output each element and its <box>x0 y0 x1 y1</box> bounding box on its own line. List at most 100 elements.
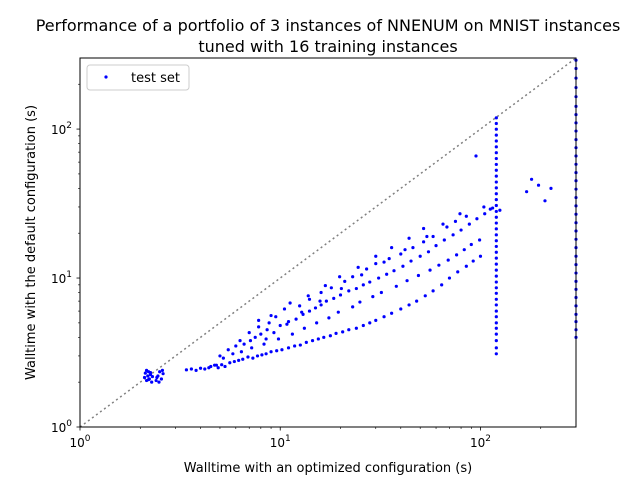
data-point <box>494 151 498 155</box>
legend: test set <box>86 64 190 91</box>
data-point <box>322 335 326 339</box>
data-point <box>483 212 487 216</box>
data-point <box>385 272 389 276</box>
data-point <box>446 258 450 262</box>
data-point <box>390 311 394 315</box>
data-point <box>319 303 323 307</box>
data-point <box>257 325 261 329</box>
data-point <box>259 332 263 336</box>
data-point <box>328 334 332 338</box>
data-point <box>231 352 235 356</box>
data-point <box>356 265 360 269</box>
data-point <box>475 217 479 221</box>
data-point <box>354 326 358 330</box>
data-point <box>361 323 365 328</box>
data-point <box>272 331 276 335</box>
data-point <box>306 294 310 298</box>
data-point <box>441 222 445 226</box>
data-point <box>494 346 498 350</box>
data-point <box>242 342 246 346</box>
data-point <box>250 346 254 350</box>
data-point <box>494 332 498 336</box>
y-axis-ticks: 100 101 102 <box>51 83 80 435</box>
x-tick-label: 102 <box>470 434 491 450</box>
legend-marker <box>104 75 108 79</box>
data-point <box>226 348 230 352</box>
data-point <box>237 358 241 362</box>
data-point <box>471 259 475 263</box>
data-point <box>286 346 291 350</box>
data-point <box>425 234 429 239</box>
data-point <box>146 378 151 382</box>
data-point <box>374 262 378 266</box>
data-point <box>494 145 498 149</box>
data-point <box>338 275 342 279</box>
legend-box <box>86 64 190 91</box>
data-point <box>158 370 162 374</box>
data-point <box>269 350 273 354</box>
data-point <box>437 263 441 267</box>
data-point <box>478 254 483 258</box>
data-point <box>494 156 498 161</box>
data-point <box>494 192 498 196</box>
data-point <box>371 295 375 299</box>
data-point <box>494 280 498 284</box>
data-point <box>159 377 163 381</box>
data-point <box>319 290 323 295</box>
data-point <box>377 276 381 280</box>
diagonal-reference-line <box>79 57 577 428</box>
data-point <box>494 162 498 167</box>
x-tick: 101 <box>270 427 291 450</box>
data-point <box>157 380 161 384</box>
data-point <box>494 339 498 343</box>
data-point <box>218 354 222 358</box>
data-point <box>232 359 236 364</box>
data-point <box>464 264 468 268</box>
data-point <box>146 374 150 378</box>
data-point <box>288 301 292 305</box>
data-point <box>494 127 498 131</box>
data-point <box>318 299 322 303</box>
data-point <box>392 269 396 273</box>
data-point <box>494 221 498 225</box>
data-point <box>354 286 358 291</box>
data-point <box>423 294 427 298</box>
data-point <box>278 323 282 328</box>
chart-title-line-1: Performance of a portfolio of 3 instance… <box>36 16 621 35</box>
data-point <box>440 283 444 287</box>
data-point <box>351 305 355 309</box>
legend-label: test set <box>131 71 180 86</box>
y-tick-label: 102 <box>51 121 72 137</box>
data-point <box>246 355 250 359</box>
data-point <box>260 353 264 357</box>
data-point <box>264 337 268 341</box>
data-point <box>304 340 308 344</box>
data-point <box>459 228 463 232</box>
y-tick: 100 <box>51 419 80 435</box>
data-point <box>282 307 287 311</box>
data-point <box>494 286 498 290</box>
data-point <box>239 350 244 354</box>
data-point <box>302 326 306 330</box>
data-point <box>214 363 219 367</box>
data-point <box>194 368 198 372</box>
data-point <box>365 267 369 271</box>
data-point <box>494 227 498 231</box>
data-point <box>462 248 466 252</box>
data-point <box>525 190 529 194</box>
data-point <box>494 180 498 184</box>
data-point <box>494 198 498 202</box>
data-point <box>241 357 245 361</box>
x-axis-ticks: 100 101 102 <box>69 427 542 450</box>
data-point <box>253 335 257 339</box>
data-point <box>445 225 449 229</box>
data-point <box>477 238 482 242</box>
plot-frame <box>79 57 577 428</box>
data-point <box>399 307 403 311</box>
data-point <box>209 364 213 369</box>
data-point <box>276 337 281 341</box>
data-point <box>453 219 458 223</box>
data-point <box>543 199 547 203</box>
